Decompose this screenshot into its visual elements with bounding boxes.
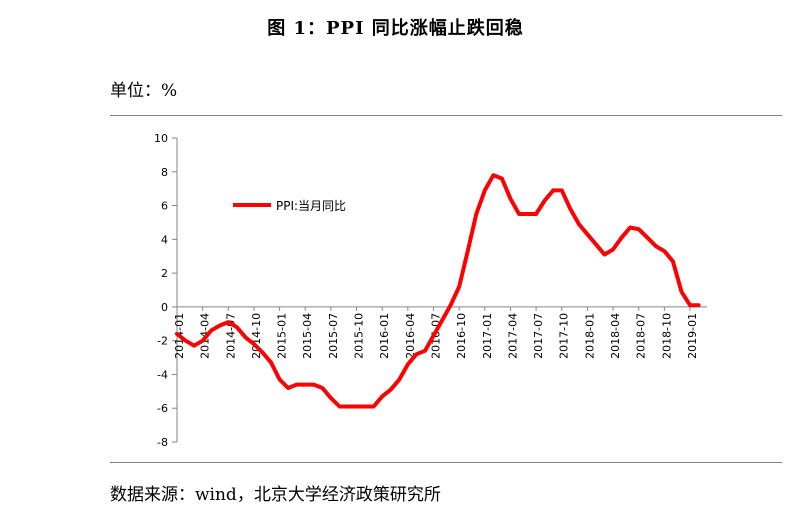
- y-tick-label: 10: [154, 132, 168, 145]
- x-tick-label: 2018-07: [635, 313, 648, 359]
- x-tick-label: 2016-10: [455, 313, 468, 359]
- series-line-ppi: [175, 173, 701, 409]
- x-tick-label: 2014-07: [224, 313, 237, 359]
- x-tick-label: 2018-10: [660, 313, 673, 359]
- y-tick-label: -8: [157, 436, 168, 449]
- x-tick-label: 2018-04: [609, 313, 622, 359]
- x-tick-label: 2015-04: [301, 313, 314, 359]
- unit-label: 单位：%: [110, 81, 178, 101]
- y-tick-label: -6: [157, 402, 168, 415]
- x-tick-label: 2015-10: [353, 313, 366, 359]
- x-tick-label: 2017-01: [481, 313, 494, 359]
- x-tick-label: 2019-01: [686, 313, 699, 359]
- top-divider: [110, 115, 782, 116]
- figure-title: 图 1：PPI 同比涨幅止跌回稳: [267, 18, 524, 39]
- x-tick-label: 2015-01: [276, 313, 289, 359]
- y-tick-label: 2: [161, 267, 168, 280]
- y-tick-label: 4: [161, 233, 168, 246]
- y-tick-label: -2: [157, 335, 168, 348]
- x-tick-label: 2016-04: [404, 313, 417, 359]
- bottom-divider: [110, 462, 782, 463]
- x-tick-label: 2016-01: [378, 313, 391, 359]
- x-tick-label: 2017-10: [558, 313, 571, 359]
- x-tick-label: 2015-07: [327, 313, 340, 359]
- legend-label: PPI:当月同比: [276, 199, 346, 213]
- x-tick-label: 2018-01: [583, 313, 596, 359]
- y-tick-label: 8: [161, 166, 168, 179]
- source-note: 数据来源：wind，北京大学经济政策研究所: [110, 485, 441, 505]
- x-tick-label: 2017-04: [506, 313, 519, 359]
- y-tick-label: -4: [157, 368, 168, 381]
- x-tick-label: 2017-07: [532, 313, 545, 359]
- y-tick-label: 6: [161, 200, 168, 213]
- y-tick-label: 0: [161, 301, 168, 314]
